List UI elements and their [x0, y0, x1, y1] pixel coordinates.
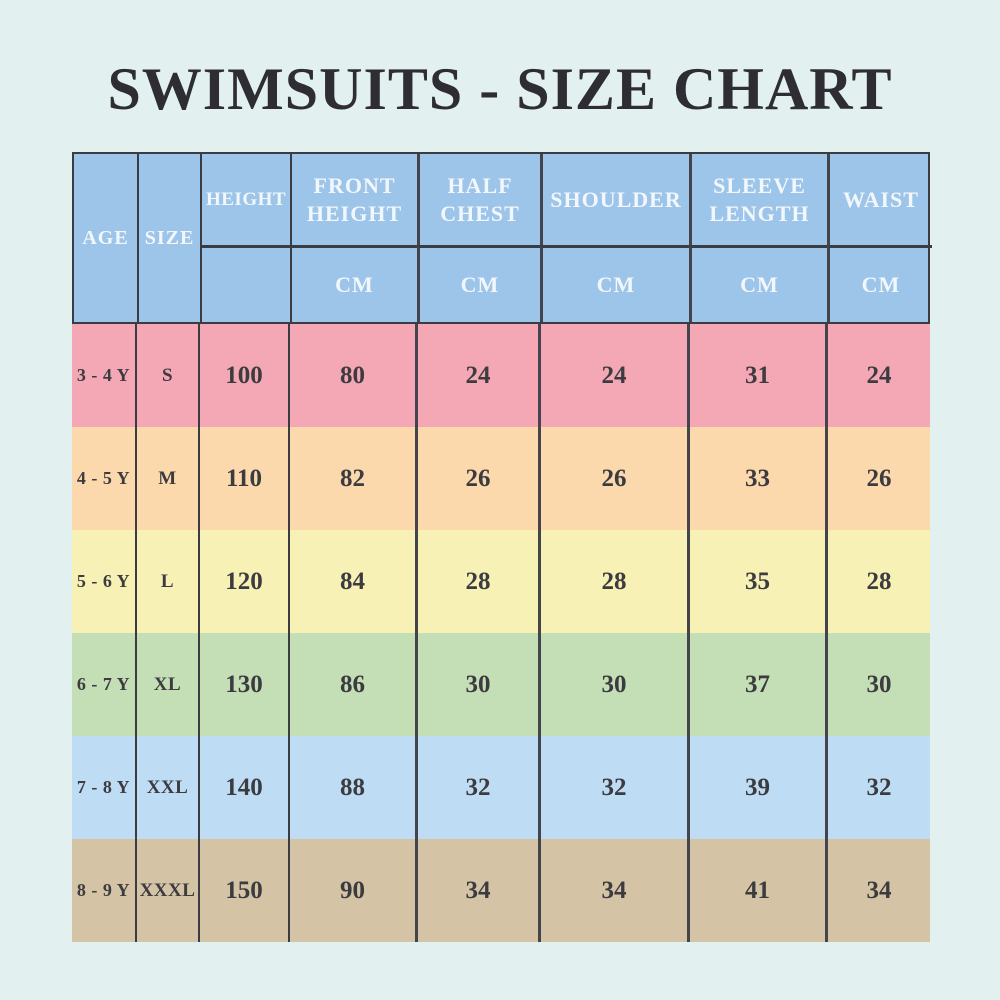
unit-cell-shoulder: CM — [540, 245, 689, 322]
header-cell-waist: WAIST — [827, 154, 932, 245]
cell-half-chest: 26 — [415, 427, 538, 530]
cell-age: 8 - 9 Y — [76, 880, 131, 900]
unit-cell-height-empty — [200, 245, 290, 322]
size-chart-table: AGE SIZE HEIGHT FRONT HEIGHT HALF CHEST … — [72, 152, 932, 942]
header-cell-half-chest: HALF CHEST — [417, 154, 540, 245]
cell-front-height: 88 — [288, 736, 415, 839]
cell-shoulder: 26 — [538, 427, 687, 530]
cell-shoulder: 24 — [538, 324, 687, 427]
cell-height: 150 — [198, 839, 288, 942]
cell-height: 130 — [198, 633, 288, 736]
cell-age: 3 - 4 Y — [76, 365, 131, 385]
table-row: 4 - 5 Y M 110 82 26 26 33 26 — [72, 427, 930, 530]
header-cell-height: HEIGHT — [200, 154, 290, 245]
cell-waist: 34 — [825, 839, 930, 942]
unit-cell-sleeve-length: CM — [689, 245, 827, 322]
cell-sleeve-length: 31 — [687, 324, 825, 427]
table-row: 6 - 7 Y XL 130 86 30 30 37 30 — [72, 633, 930, 736]
cell-front-height: 82 — [288, 427, 415, 530]
cell-height: 100 — [198, 324, 288, 427]
cell-shoulder: 30 — [538, 633, 687, 736]
header-cell-sleeve-length: SLEEVE LENGTH — [689, 154, 827, 245]
cell-size: L — [135, 530, 198, 633]
table-row: 7 - 8 Y XXL 140 88 32 32 39 32 — [72, 736, 930, 839]
cell-waist: 28 — [825, 530, 930, 633]
cell-waist: 30 — [825, 633, 930, 736]
cell-front-height: 90 — [288, 839, 415, 942]
cell-size: S — [135, 324, 198, 427]
cell-half-chest: 28 — [415, 530, 538, 633]
cell-age: 7 - 8 Y — [76, 777, 131, 797]
cell-sleeve-length: 41 — [687, 839, 825, 942]
table-row: 5 - 6 Y L 120 84 28 28 35 28 — [72, 530, 930, 633]
cell-shoulder: 28 — [538, 530, 687, 633]
cell-front-height: 84 — [288, 530, 415, 633]
cell-half-chest: 30 — [415, 633, 538, 736]
cell-half-chest: 24 — [415, 324, 538, 427]
cell-size: XXXL — [135, 839, 198, 942]
cell-sleeve-length: 35 — [687, 530, 825, 633]
cell-front-height: 86 — [288, 633, 415, 736]
cell-age: 6 - 7 Y — [76, 674, 131, 694]
cell-age: 5 - 6 Y — [76, 571, 131, 591]
cell-half-chest: 32 — [415, 736, 538, 839]
cell-height: 120 — [198, 530, 288, 633]
table-header: AGE SIZE HEIGHT FRONT HEIGHT HALF CHEST … — [72, 152, 932, 324]
cell-sleeve-length: 37 — [687, 633, 825, 736]
cell-waist: 26 — [825, 427, 930, 530]
cell-waist: 24 — [825, 324, 930, 427]
cell-front-height: 80 — [288, 324, 415, 427]
cell-size: XXL — [135, 736, 198, 839]
cell-height: 110 — [198, 427, 288, 530]
cell-shoulder: 32 — [538, 736, 687, 839]
header-cell-front-height: FRONT HEIGHT — [290, 154, 417, 245]
cell-size: M — [135, 427, 198, 530]
cell-shoulder: 34 — [538, 839, 687, 942]
page-title: SWIMSUITS - SIZE CHART — [107, 56, 893, 122]
header-cell-size: SIZE — [137, 154, 200, 322]
cell-height: 140 — [198, 736, 288, 839]
unit-cell-half-chest: CM — [417, 245, 540, 322]
cell-half-chest: 34 — [415, 839, 538, 942]
cell-sleeve-length: 39 — [687, 736, 825, 839]
unit-cell-waist: CM — [827, 245, 932, 322]
cell-age: 4 - 5 Y — [76, 468, 131, 488]
cell-waist: 32 — [825, 736, 930, 839]
table-row: 3 - 4 Y S 100 80 24 24 31 24 — [72, 324, 930, 427]
header-cell-age: AGE — [82, 226, 129, 249]
unit-cell-front-height: CM — [290, 245, 417, 322]
cell-size: XL — [135, 633, 198, 736]
header-cell-shoulder: SHOULDER — [540, 154, 689, 245]
table-row: 8 - 9 Y XXXL 150 90 34 34 41 34 — [72, 839, 930, 942]
cell-sleeve-length: 33 — [687, 427, 825, 530]
